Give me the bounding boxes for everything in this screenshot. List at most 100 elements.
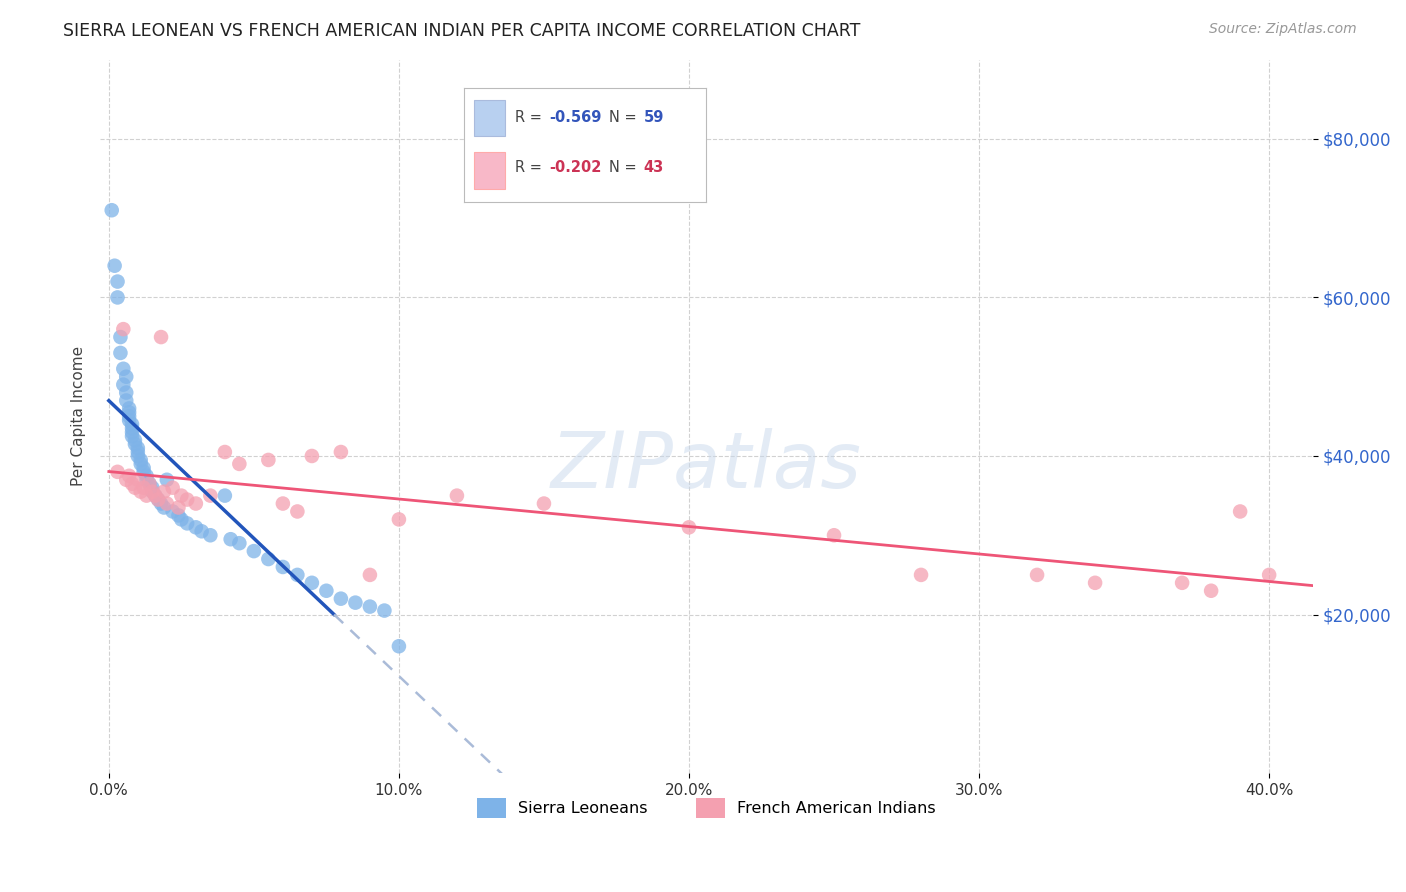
Legend: Sierra Leoneans, French American Indians: Sierra Leoneans, French American Indians xyxy=(468,790,943,826)
Point xyxy=(446,489,468,503)
Point xyxy=(1026,568,1049,582)
Point xyxy=(141,481,163,495)
Point xyxy=(143,489,166,503)
Point xyxy=(156,473,179,487)
Point xyxy=(135,468,157,483)
Point xyxy=(121,421,143,435)
Point xyxy=(141,484,163,499)
Point xyxy=(124,481,146,495)
Point xyxy=(388,639,411,653)
Point xyxy=(132,465,155,479)
Point xyxy=(170,512,193,526)
Point xyxy=(823,528,845,542)
Point xyxy=(533,497,555,511)
Point xyxy=(115,369,138,384)
Point xyxy=(121,425,143,440)
Point xyxy=(132,481,155,495)
Point xyxy=(138,476,160,491)
Point xyxy=(243,544,266,558)
Point xyxy=(257,552,280,566)
Point xyxy=(127,449,149,463)
Point xyxy=(118,468,141,483)
Point xyxy=(115,393,138,408)
Point xyxy=(301,575,323,590)
Point xyxy=(132,461,155,475)
Text: SIERRA LEONEAN VS FRENCH AMERICAN INDIAN PER CAPITA INCOME CORRELATION CHART: SIERRA LEONEAN VS FRENCH AMERICAN INDIAN… xyxy=(63,22,860,40)
Point xyxy=(162,481,184,495)
Point xyxy=(176,516,198,531)
Point xyxy=(271,560,294,574)
Point xyxy=(1199,583,1222,598)
Point xyxy=(200,528,222,542)
Point xyxy=(107,290,129,304)
Point xyxy=(104,259,127,273)
Point xyxy=(170,489,193,503)
Text: ZIPatlas: ZIPatlas xyxy=(551,428,862,504)
Point xyxy=(176,492,198,507)
Point xyxy=(190,524,212,539)
Point xyxy=(121,476,143,491)
Point xyxy=(1171,575,1194,590)
Point xyxy=(127,441,149,455)
Point xyxy=(127,445,149,459)
Point xyxy=(228,536,250,550)
Point xyxy=(118,413,141,427)
Point xyxy=(124,433,146,447)
Point xyxy=(1229,504,1251,518)
Point xyxy=(129,453,152,467)
Point xyxy=(115,385,138,400)
Point xyxy=(150,497,173,511)
Point xyxy=(118,405,141,419)
Point xyxy=(143,489,166,503)
Point xyxy=(344,596,367,610)
Point xyxy=(141,484,163,499)
Point xyxy=(219,533,242,547)
Point xyxy=(287,504,309,518)
Point xyxy=(118,401,141,416)
Point xyxy=(167,500,190,515)
Point xyxy=(1258,568,1281,582)
Point xyxy=(162,504,184,518)
Point xyxy=(184,497,207,511)
Point xyxy=(153,484,176,499)
Point xyxy=(329,445,352,459)
Point xyxy=(112,377,135,392)
Point xyxy=(214,489,236,503)
Point xyxy=(167,508,190,523)
Point xyxy=(121,417,143,432)
Point xyxy=(129,484,152,499)
Point xyxy=(124,437,146,451)
Point xyxy=(359,599,381,614)
Point xyxy=(146,492,169,507)
Point xyxy=(110,330,132,344)
Point xyxy=(115,473,138,487)
Point xyxy=(287,568,309,582)
Point xyxy=(127,473,149,487)
Point xyxy=(135,489,157,503)
Point xyxy=(228,457,250,471)
Point xyxy=(1084,575,1107,590)
Point xyxy=(150,330,173,344)
Point xyxy=(118,409,141,424)
Point xyxy=(359,568,381,582)
Point xyxy=(301,449,323,463)
Point xyxy=(153,500,176,515)
Point xyxy=(373,603,395,617)
Point xyxy=(271,497,294,511)
Point xyxy=(107,465,129,479)
Point xyxy=(138,476,160,491)
Point xyxy=(100,203,122,218)
Point xyxy=(257,453,280,467)
Point xyxy=(110,346,132,360)
Point xyxy=(156,497,179,511)
Point xyxy=(315,583,337,598)
Y-axis label: Per Capita Income: Per Capita Income xyxy=(72,346,86,486)
Point xyxy=(329,591,352,606)
Point xyxy=(129,457,152,471)
Point xyxy=(388,512,411,526)
Point xyxy=(107,275,129,289)
Point xyxy=(184,520,207,534)
Point xyxy=(200,489,222,503)
Point xyxy=(678,520,700,534)
Point xyxy=(121,429,143,443)
